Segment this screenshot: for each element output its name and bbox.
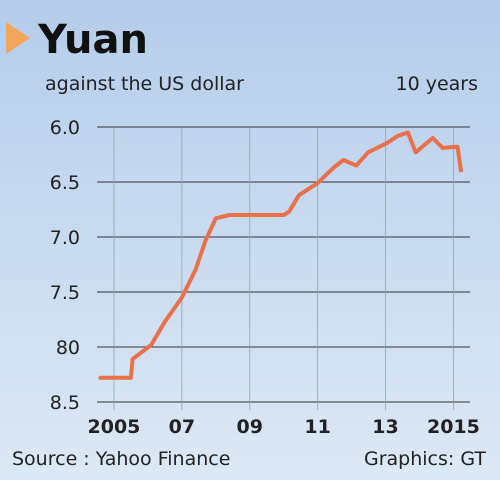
y-tick-label: 80 [56, 337, 80, 359]
annotation: 10 years [395, 73, 478, 95]
x-tick-label: 07 [169, 416, 195, 438]
x-tick-label: 2005 [88, 416, 141, 438]
x-tick-label: 2015 [427, 416, 480, 438]
source: Source : Yahoo Finance [12, 448, 230, 470]
data-line [98, 130, 464, 380]
y-tick-label: 7.5 [50, 282, 80, 304]
x-tick-label: 13 [372, 416, 398, 438]
title-marker [6, 22, 30, 54]
subtitle: against the US dollar [45, 73, 244, 95]
plot-area: 6.0 6.5 7.0 7.5 80 8.5 2005 07 09 11 13 2015 [50, 117, 480, 438]
x-tick-label: 11 [304, 416, 330, 438]
chart-title: Yuan [37, 17, 148, 63]
y-tick-label: 7.0 [50, 227, 80, 249]
y-tick-label: 6.0 [50, 117, 80, 139]
y-tick-label: 8.5 [50, 392, 80, 414]
credit: Graphics: GT [364, 448, 486, 470]
y-tick-label: 6.5 [50, 172, 80, 194]
x-tick-label: 09 [237, 416, 263, 438]
